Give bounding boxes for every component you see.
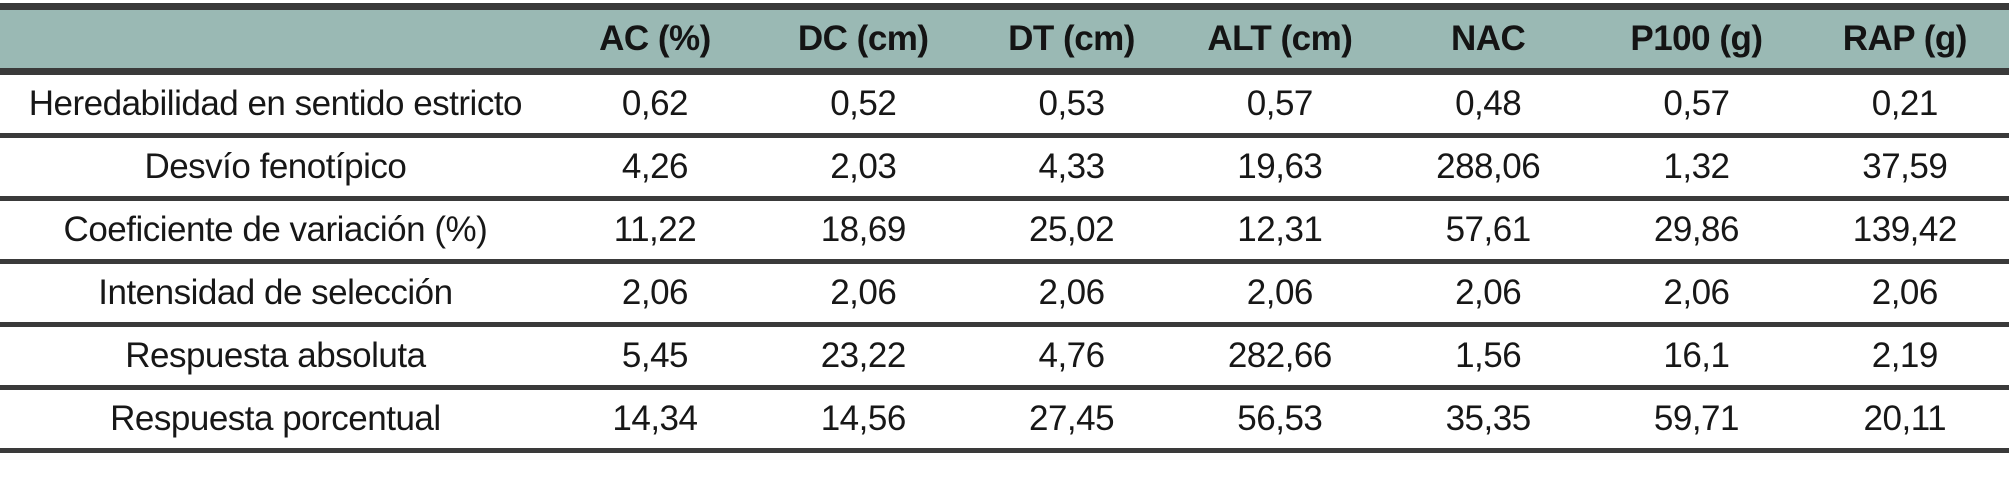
- row-label: Respuesta absoluta: [0, 324, 551, 390]
- row-label: Respuesta porcentual: [0, 387, 551, 453]
- cell-value: 29,86: [1592, 198, 1801, 264]
- cell-value: 288,06: [1384, 135, 1593, 201]
- cell-value: 2,03: [759, 135, 968, 201]
- cell-value: 14,56: [759, 387, 968, 453]
- cell-value: 0,57: [1175, 71, 1384, 138]
- column-header-dt: DT (cm): [967, 6, 1176, 75]
- cell-value: 23,22: [759, 324, 968, 390]
- cell-value: 2,06: [1384, 261, 1593, 327]
- row-label: Desvío fenotípico: [0, 135, 551, 201]
- table-row: Desvío fenotípico 4,26 2,03 4,33 19,63 288,06…: [0, 135, 2009, 201]
- cell-value: 2,06: [759, 261, 968, 327]
- column-header-nac: NAC: [1384, 6, 1593, 75]
- table-body: Heredabilidad en sentido estricto 0,62 0,5…: [0, 71, 2009, 453]
- cell-value: 0,21: [1800, 71, 2009, 138]
- row-label: Intensidad de selección: [0, 261, 551, 327]
- cell-value: 1,32: [1592, 135, 1801, 201]
- cell-value: 2,06: [1800, 261, 2009, 327]
- cell-value: 35,35: [1384, 387, 1593, 453]
- cell-value: 11,22: [550, 198, 760, 264]
- cell-value: 12,31: [1175, 198, 1384, 264]
- cell-value: 0,48: [1384, 71, 1593, 138]
- cell-value: 57,61: [1384, 198, 1593, 264]
- row-label: Heredabilidad en sentido estricto: [0, 71, 551, 138]
- column-header-p100: P100 (g): [1592, 6, 1801, 75]
- cell-value: 139,42: [1800, 198, 2009, 264]
- genetic-parameters-table: AC (%) DC (cm) DT (cm) ALT (cm) NAC P100…: [0, 3, 2009, 453]
- cell-value: 25,02: [967, 198, 1176, 264]
- column-header-dc: DC (cm): [759, 6, 968, 75]
- cell-value: 1,56: [1384, 324, 1593, 390]
- cell-value: 56,53: [1175, 387, 1384, 453]
- cell-value: 2,06: [967, 261, 1176, 327]
- cell-value: 16,1: [1592, 324, 1801, 390]
- table-row: Respuesta porcentual 14,34 14,56 27,45 56,53…: [0, 387, 2009, 453]
- cell-value: 0,57: [1592, 71, 1801, 138]
- table-row: Respuesta absoluta 5,45 23,22 4,76 282,66 1,5…: [0, 324, 2009, 390]
- cell-value: 4,76: [967, 324, 1176, 390]
- cell-value: 2,06: [1592, 261, 1801, 327]
- cell-value: 14,34: [550, 387, 760, 453]
- cell-value: 37,59: [1800, 135, 2009, 201]
- cell-value: 59,71: [1592, 387, 1801, 453]
- column-header-ac: AC (%): [550, 6, 760, 75]
- cell-value: 0,52: [759, 71, 968, 138]
- cell-value: 18,69: [759, 198, 968, 264]
- table-row: Coeficiente de variación (%) 11,22 18,69 25…: [0, 198, 2009, 264]
- cell-value: 5,45: [550, 324, 760, 390]
- table-header-row: AC (%) DC (cm) DT (cm) ALT (cm) NAC P100…: [0, 6, 2009, 75]
- table-row: Heredabilidad en sentido estricto 0,62 0,5…: [0, 71, 2009, 138]
- cell-value: 0,62: [550, 71, 760, 138]
- cell-value: 2,06: [1175, 261, 1384, 327]
- cell-value: 282,66: [1175, 324, 1384, 390]
- cell-value: 19,63: [1175, 135, 1384, 201]
- genetic-parameters-table-wrap: AC (%) DC (cm) DT (cm) ALT (cm) NAC P100…: [0, 3, 2009, 453]
- column-header-alt: ALT (cm): [1175, 6, 1384, 75]
- cell-value: 2,19: [1800, 324, 2009, 390]
- row-label: Coeficiente de variación (%): [0, 198, 551, 264]
- cell-value: 0,53: [967, 71, 1176, 138]
- cell-value: 4,26: [550, 135, 760, 201]
- cell-value: 2,06: [550, 261, 760, 327]
- cell-value: 4,33: [967, 135, 1176, 201]
- cell-value: 20,11: [1800, 387, 2009, 453]
- column-header-empty: [0, 6, 551, 75]
- column-header-rap: RAP (g): [1800, 6, 2009, 75]
- cell-value: 27,45: [967, 387, 1176, 453]
- table-row: Intensidad de selección 2,06 2,06 2,06 2,06 2…: [0, 261, 2009, 327]
